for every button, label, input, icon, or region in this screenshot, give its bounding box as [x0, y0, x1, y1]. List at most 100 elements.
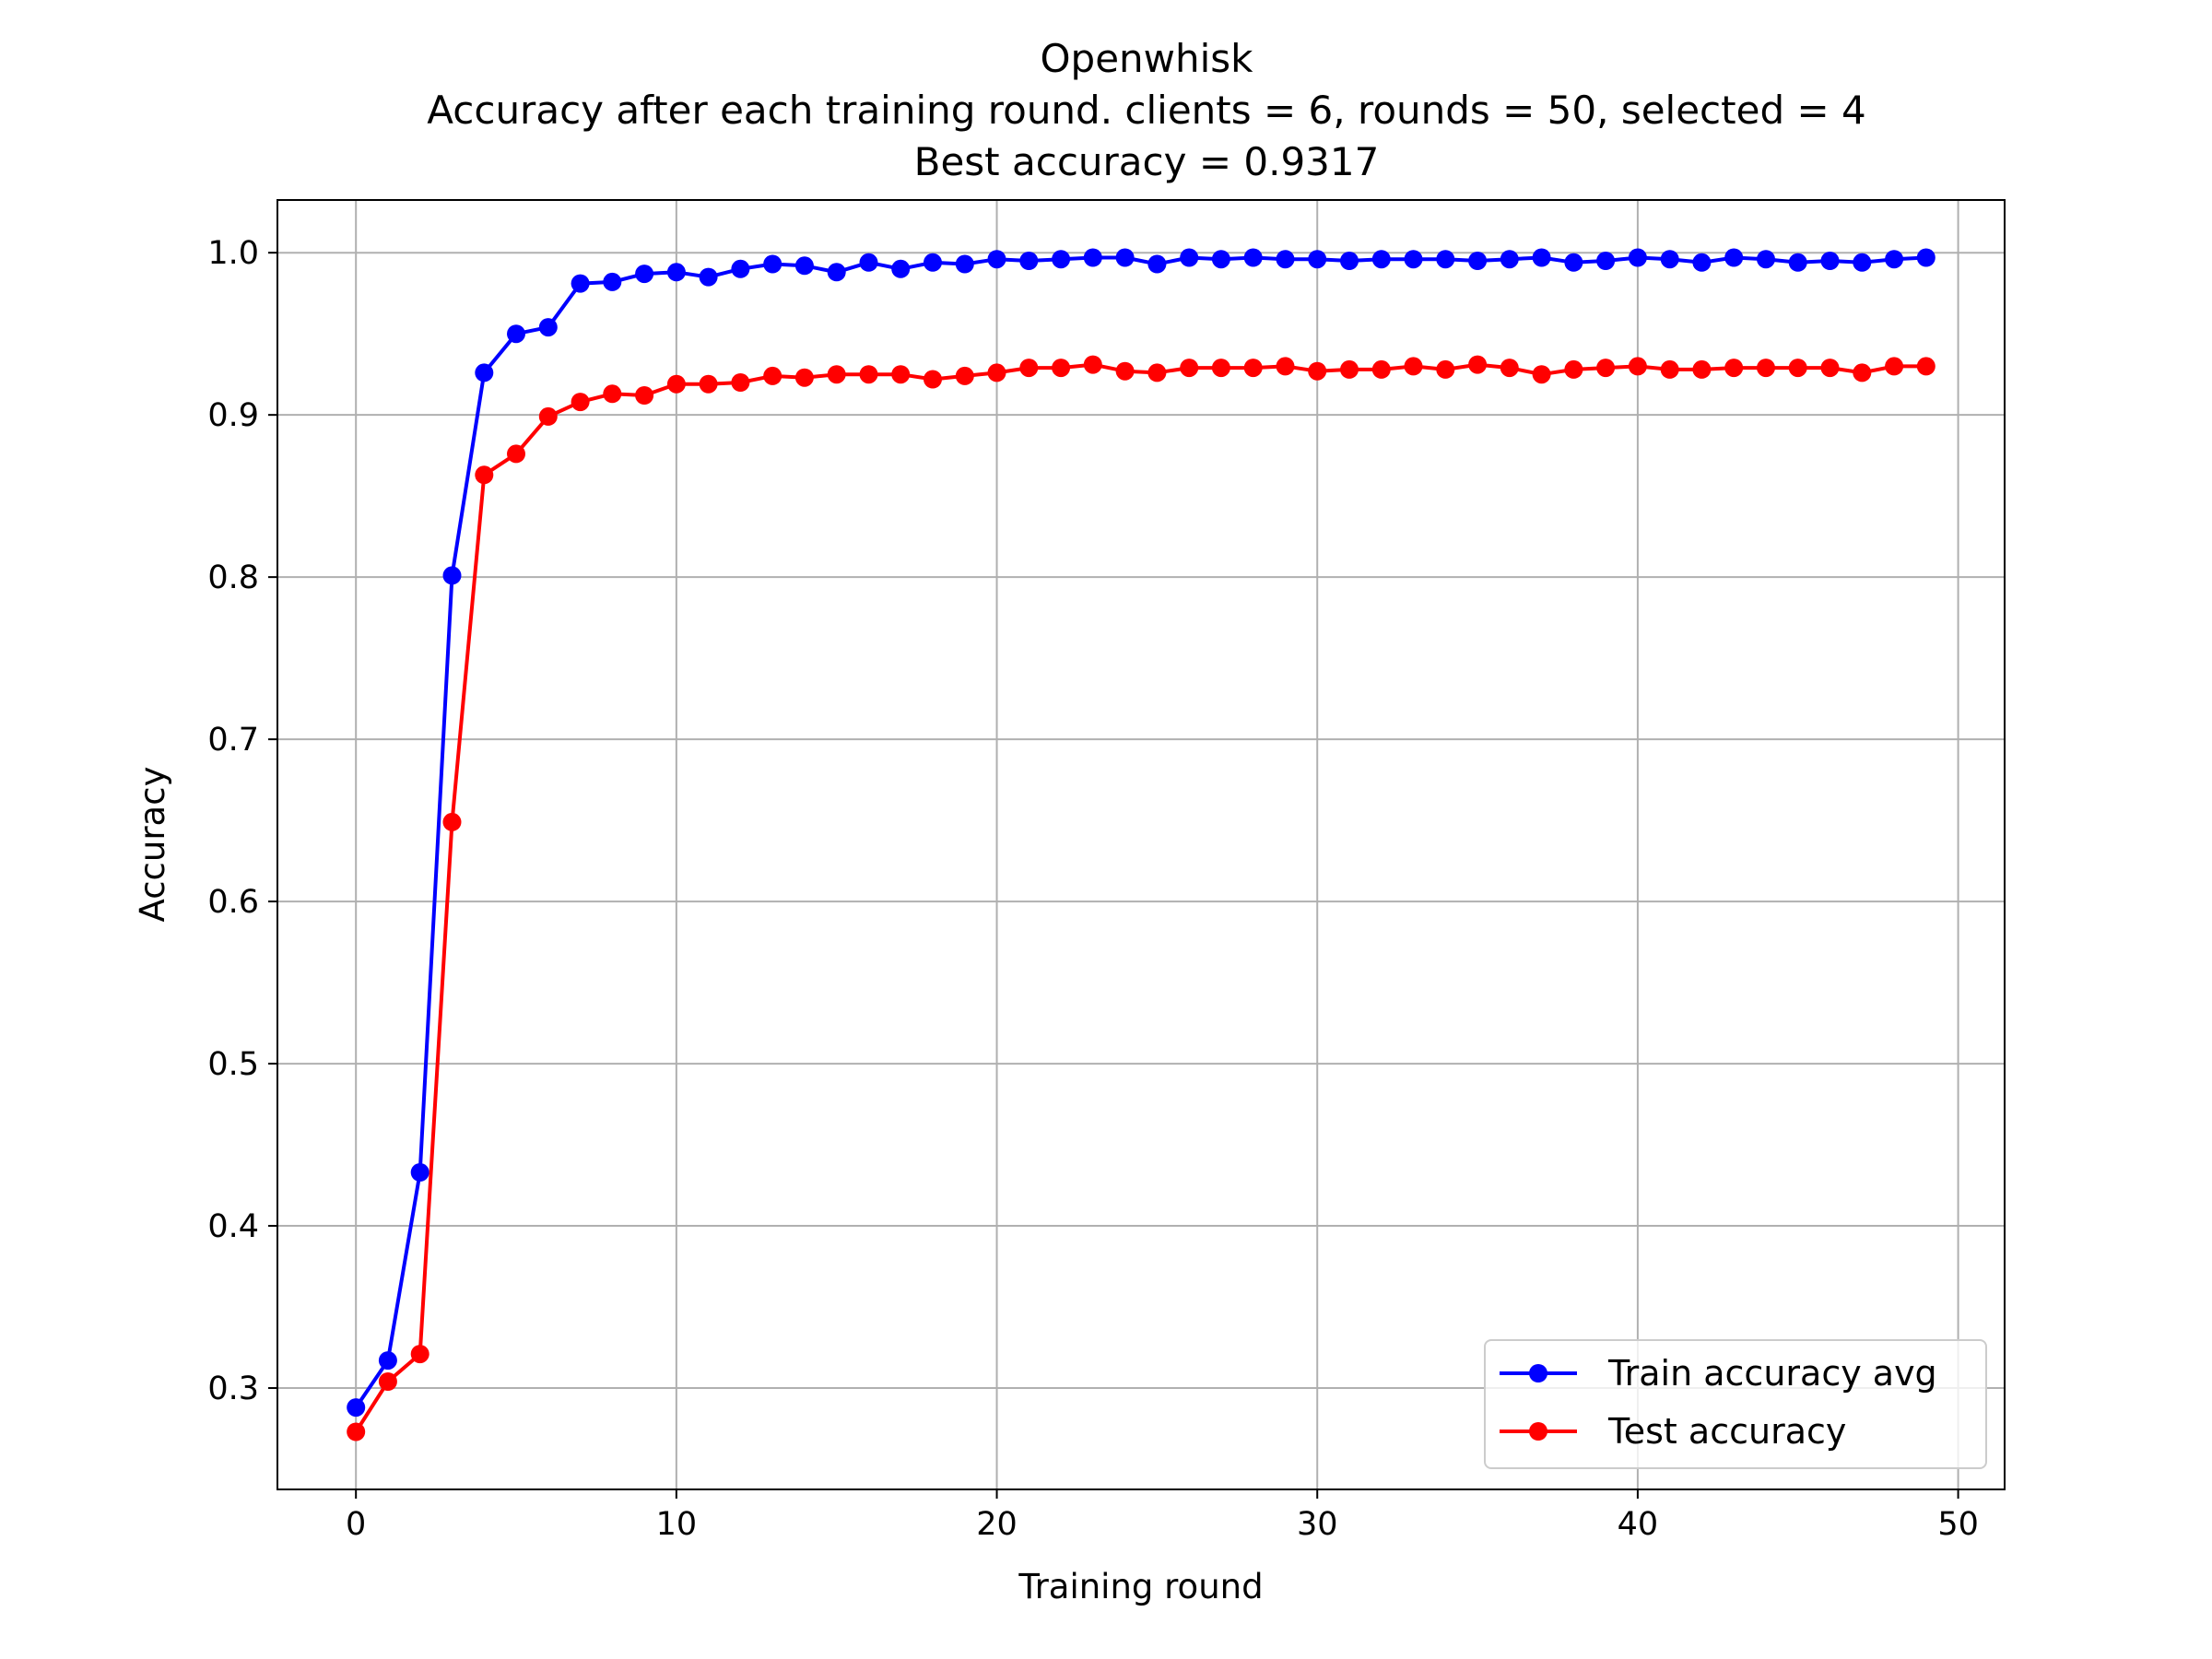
data-point-train: [1757, 250, 1775, 269]
data-point-train: [1308, 250, 1327, 269]
data-point-train: [1532, 248, 1551, 267]
data-point-train: [1596, 252, 1616, 270]
data-point-test: [1724, 359, 1744, 378]
data-point-test: [378, 1372, 397, 1391]
data-point-test: [1371, 359, 1391, 379]
data-point-test: [1660, 359, 1679, 379]
series-line-test: [354, 362, 1926, 1433]
data-point-train: [1885, 250, 1904, 269]
data-point-test: [1436, 359, 1455, 379]
data-point-test: [1885, 357, 1904, 376]
plot-frame: [276, 199, 2006, 1490]
data-point-test: [635, 386, 654, 405]
data-point-train: [955, 254, 974, 274]
data-point-test: [347, 1422, 366, 1441]
data-point-train: [378, 1351, 397, 1371]
data-point-train: [1500, 250, 1519, 269]
grid-lines: [277, 200, 2005, 1489]
data-point-train: [1243, 248, 1263, 267]
data-point-train: [827, 263, 846, 282]
data-point-test: [538, 406, 558, 426]
data-point-test: [1468, 355, 1488, 374]
legend-box: [1484, 1339, 1987, 1469]
y-axis-label: Accuracy: [133, 767, 172, 923]
data-point-test: [666, 374, 686, 394]
legend-label-test: Test accuracy: [1607, 1411, 1846, 1452]
data-point-train: [1820, 252, 1840, 270]
data-point-test: [859, 365, 878, 384]
data-point-train: [1660, 250, 1679, 269]
data-point-train: [731, 259, 750, 278]
data-point-test: [1308, 361, 1327, 381]
data-point-train: [1853, 253, 1872, 272]
data-point-train: [347, 1398, 366, 1418]
data-point-test: [1147, 363, 1167, 382]
data-point-train: [475, 363, 494, 382]
chart-title: Openwhisk Accuracy after each training r…: [427, 36, 1865, 184]
x-tick-label: 0: [346, 1506, 366, 1543]
data-point-test: [827, 365, 846, 384]
x-tick-label: 40: [1618, 1506, 1659, 1543]
data-point-test: [1052, 359, 1071, 378]
data-point-train: [1340, 252, 1359, 270]
plot-series: [347, 248, 1936, 1441]
legend-marker-train: [1529, 1364, 1547, 1382]
data-point-test: [475, 465, 494, 485]
data-point-test: [1820, 359, 1840, 378]
data-point-test: [1243, 359, 1263, 378]
data-point-test: [442, 812, 462, 831]
data-point-test: [1340, 359, 1359, 379]
data-point-train: [1468, 252, 1488, 270]
data-point-train: [859, 253, 878, 272]
data-point-test: [1276, 357, 1295, 376]
data-point-train: [699, 267, 718, 287]
data-point-test: [987, 363, 1006, 382]
x-axis-label: Training round: [1018, 1567, 1263, 1606]
data-point-train: [1276, 250, 1295, 269]
data-point-test: [1532, 365, 1551, 384]
data-point-test: [1115, 361, 1135, 381]
data-point-test: [571, 393, 590, 412]
y-tick-label: 0.5: [207, 1046, 259, 1083]
data-point-train: [924, 253, 942, 272]
legend-marker-test: [1529, 1422, 1547, 1441]
title-line-3: Best accuracy = 0.9317: [914, 139, 1380, 184]
axis-ticks: 0 10 20 30 40 50 0.3 0.4 0.5 0.6 0.7 0.8 0.9 1.0: [207, 235, 1979, 1543]
y-tick-label: 1.0: [207, 235, 259, 272]
data-point-train: [1628, 248, 1647, 267]
data-point-train: [635, 265, 654, 284]
data-point-train: [442, 566, 462, 585]
data-point-test: [1788, 359, 1807, 378]
data-point-test: [1853, 363, 1872, 382]
x-tick-label: 20: [976, 1506, 1018, 1543]
data-point-test: [731, 373, 750, 392]
data-point-test: [410, 1345, 429, 1364]
legend: Train accuracy avg Test accuracy: [1484, 1339, 1987, 1469]
data-point-train: [1724, 248, 1744, 267]
data-point-train: [1692, 253, 1712, 272]
data-point-test: [1692, 359, 1712, 379]
data-point-test: [1404, 357, 1423, 376]
data-point-test: [1180, 359, 1199, 378]
title-line-2: Accuracy after each training round. clie…: [427, 88, 1865, 133]
data-point-train: [603, 272, 622, 291]
data-point-train: [1052, 250, 1071, 269]
x-tick-label: 50: [1937, 1506, 1979, 1543]
title-line-1: Openwhisk: [1040, 36, 1253, 81]
data-point-train: [666, 263, 686, 282]
data-point-test: [1757, 359, 1775, 378]
data-point-train: [1083, 248, 1102, 267]
data-point-train: [507, 324, 525, 344]
data-point-train: [1371, 250, 1391, 269]
data-point-test: [794, 368, 814, 387]
data-point-test: [924, 370, 942, 389]
data-point-train: [1916, 248, 1936, 267]
data-point-test: [1019, 359, 1039, 378]
data-point-train: [891, 259, 911, 278]
data-point-train: [1019, 252, 1039, 270]
y-tick-label: 0.6: [207, 884, 259, 921]
data-point-train: [1147, 254, 1167, 274]
data-point-train: [1564, 253, 1583, 272]
data-point-test: [1628, 357, 1647, 376]
